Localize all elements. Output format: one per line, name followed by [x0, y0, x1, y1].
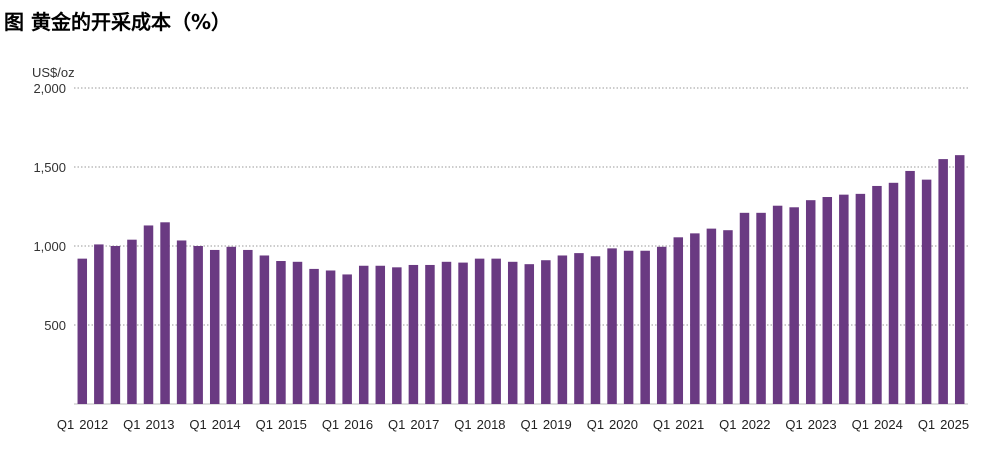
- bar: [607, 248, 617, 404]
- bar: [507, 261, 518, 404]
- bar: [392, 267, 402, 404]
- bar: [325, 270, 336, 404]
- bar: [557, 255, 568, 404]
- bar: [756, 212, 766, 404]
- x-tick-year-label: 2019: [543, 417, 572, 432]
- y-tick-label: 1,000: [33, 239, 66, 254]
- bar: [623, 250, 634, 404]
- bar: [110, 246, 121, 404]
- bar: [723, 230, 733, 404]
- x-tick-year-label: 2020: [609, 417, 638, 432]
- x-tick-year-label: 2017: [410, 417, 439, 432]
- bar: [209, 249, 220, 404]
- x-tick-quarter-label: Q1: [322, 417, 339, 432]
- bar: [176, 240, 187, 404]
- bar: [673, 237, 684, 404]
- bar: [193, 246, 203, 404]
- bar: [839, 194, 849, 404]
- bar: [458, 262, 468, 404]
- x-tick-year-label: 2022: [742, 417, 771, 432]
- bar: [127, 239, 137, 404]
- y-tick-label: 1,500: [33, 160, 66, 175]
- x-tick-quarter-label: Q1: [189, 417, 206, 432]
- x-tick-year-label: 2021: [675, 417, 704, 432]
- y-tick-label: 500: [44, 318, 66, 333]
- bar: [888, 182, 899, 404]
- bar: [772, 205, 783, 404]
- figure-title: 图 黄金的开采成本（%）: [4, 10, 232, 34]
- x-tick-quarter-label: Q1: [256, 417, 273, 432]
- bar: [77, 258, 88, 404]
- x-tick-quarter-label: Q1: [918, 417, 935, 432]
- bar: [690, 233, 700, 404]
- bar: [872, 185, 882, 404]
- bar: [524, 264, 535, 404]
- bar: [541, 260, 551, 404]
- x-tick-year-label: 2012: [79, 417, 108, 432]
- bar: [921, 179, 932, 404]
- bar: [739, 212, 750, 404]
- bar: [441, 261, 452, 404]
- bar: [309, 268, 319, 404]
- x-tick-quarter-label: Q1: [653, 417, 670, 432]
- bar: [160, 222, 170, 404]
- x-tick-quarter-label: Q1: [454, 417, 471, 432]
- bar: [954, 155, 965, 404]
- bar: [656, 246, 667, 404]
- bar: [474, 258, 485, 404]
- bar: [640, 250, 650, 404]
- x-tick-quarter-label: Q1: [57, 417, 74, 432]
- x-tick-quarter-label: Q1: [719, 417, 736, 432]
- bar: [342, 274, 352, 404]
- x-tick-year-label: 2015: [278, 417, 307, 432]
- bar: [491, 258, 501, 404]
- x-tick-year-label: 2018: [477, 417, 506, 432]
- x-tick-year-label: 2025: [940, 417, 969, 432]
- x-tick-quarter-label: Q1: [785, 417, 802, 432]
- x-tick-year-label: 2013: [146, 417, 175, 432]
- x-tick-quarter-label: Q1: [587, 417, 604, 432]
- x-tick-quarter-label: Q1: [388, 417, 405, 432]
- bar: [226, 246, 237, 404]
- x-tick-year-label: 2016: [344, 417, 373, 432]
- bar: [408, 264, 419, 404]
- bar: [805, 200, 816, 404]
- x-tick-quarter-label: Q1: [123, 417, 140, 432]
- bar: [243, 249, 253, 404]
- bar: [94, 244, 104, 404]
- bar: [789, 207, 799, 404]
- bar: [143, 225, 154, 404]
- x-tick-quarter-label: Q1: [852, 417, 869, 432]
- bar: [938, 159, 948, 404]
- x-tick-year-label: 2023: [808, 417, 837, 432]
- bar: [822, 197, 833, 404]
- bar: [706, 228, 717, 404]
- bar: [259, 255, 270, 404]
- bar: [292, 261, 303, 404]
- bar: [276, 261, 286, 404]
- bar: [590, 256, 601, 404]
- bar: [425, 264, 435, 404]
- x-tick-year-label: 2014: [212, 417, 241, 432]
- bar: [855, 193, 866, 404]
- x-tick-year-label: 2024: [874, 417, 903, 432]
- bar: [905, 170, 915, 404]
- x-tick-quarter-label: Q1: [520, 417, 537, 432]
- y-axis-unit-label: US$/oz: [32, 65, 75, 80]
- bar: [375, 265, 386, 404]
- bar: [358, 265, 369, 404]
- y-tick-label: 2,000: [33, 81, 66, 96]
- bar: [574, 253, 584, 404]
